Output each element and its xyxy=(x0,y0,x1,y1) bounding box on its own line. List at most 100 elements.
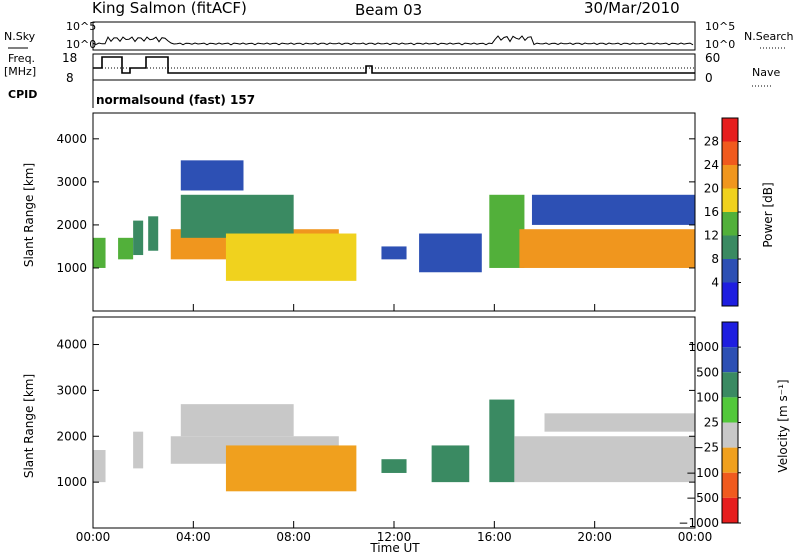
freq-trace xyxy=(93,56,695,74)
power-region-12 xyxy=(531,194,695,225)
nave-label: Nave xyxy=(752,66,780,79)
power-colorbar-label-0: 4 xyxy=(711,276,719,290)
power-colorbar-band-1 xyxy=(722,141,738,165)
velocity-region-0 xyxy=(93,450,106,483)
power-yticks: 1000 2000 3000 4000 xyxy=(56,132,695,275)
nsky-trace-line xyxy=(92,35,694,46)
velocity-colorbar: 1000 500 100 25 −25 −100 −500 −1000 xyxy=(678,321,741,530)
date-title: 30/Mar/2010 xyxy=(584,0,680,17)
power-colorbar: 4 8 12 16 20 24 28 xyxy=(704,117,741,307)
power-ytick-label-0: 1000 xyxy=(56,261,87,275)
velocity-region-5 xyxy=(381,459,407,473)
power-region-2 xyxy=(133,220,144,256)
velocity-yticks: 1000 2000 3000 4000 xyxy=(56,338,695,489)
velocity-region-8 xyxy=(514,436,695,483)
beam-title: Beam 03 xyxy=(355,1,422,19)
power-colorbar-band-2 xyxy=(722,165,738,189)
power-colorbar-label-5: 24 xyxy=(704,158,719,172)
velocity-colorbar-band-4 xyxy=(722,422,738,448)
velocity-colorbar-label-1: 500 xyxy=(696,365,719,379)
power-region-0 xyxy=(93,237,106,268)
velocity-colorbar-band-5 xyxy=(722,447,738,473)
power-colorbar-label-4: 20 xyxy=(704,182,719,196)
velocity-region-4 xyxy=(225,445,357,492)
power-colorbar-band-6 xyxy=(722,259,738,283)
xtick-label-5: 20:00 xyxy=(577,530,612,544)
power-region-9 xyxy=(419,233,482,273)
xtick-label-3: 12:00 xyxy=(377,530,412,544)
nsky-tick-bottom: 10^0 xyxy=(66,38,96,51)
velocity-colorbar-label-0: 1000 xyxy=(688,340,719,354)
freq-label: Freq. xyxy=(8,52,35,65)
power-colorbar-band-3 xyxy=(722,188,738,212)
nave-tick-top: 60 xyxy=(705,51,720,65)
velocity-region-9 xyxy=(544,413,695,432)
freq-unit-label: [MHz] xyxy=(4,65,36,78)
xtick-label-6: 00:00 xyxy=(678,530,713,544)
power-region-6 xyxy=(180,160,244,191)
time-axis-label: Time UT xyxy=(369,541,420,554)
velocity-ytick-label-2: 3000 xyxy=(56,383,87,397)
velocity-ytick-label-3: 4000 xyxy=(56,338,87,352)
velocity-colorbar-band-1 xyxy=(722,347,738,373)
velocity-region-6 xyxy=(431,445,470,483)
power-ytick-label-1: 2000 xyxy=(56,218,87,232)
power-colorbar-label-6: 28 xyxy=(704,135,719,149)
power-colorbar-band-7 xyxy=(722,282,738,306)
velocity-colorbar-label: Velocity [m s⁻¹] xyxy=(776,379,790,472)
freq-panel xyxy=(92,53,696,81)
velocity-colorbar-band-3 xyxy=(722,397,738,423)
nave-tick-bottom: 0 xyxy=(705,71,713,85)
time-axis: 00:00 04:00 08:00 12:00 16:00 20:00 00:00 xyxy=(76,304,713,544)
power-colorbar-label-1: 8 xyxy=(711,252,719,266)
velocity-colorbar-band-6 xyxy=(722,472,738,498)
velocity-region-3 xyxy=(180,404,294,437)
velocity-colorbar-band-2 xyxy=(722,372,738,398)
power-colorbar-label: Power [dB] xyxy=(761,182,775,247)
power-colorbar-label-3: 16 xyxy=(704,205,719,219)
xtick-label-0: 00:00 xyxy=(76,530,111,544)
power-region-10 xyxy=(489,194,525,268)
nsky-tick-top: 10^5 xyxy=(66,20,96,33)
freq-tick-bottom: 8 xyxy=(66,71,74,85)
power-region-11 xyxy=(519,229,695,268)
nsearch-tick-bottom: 10^0 xyxy=(705,38,735,51)
xtick-label-1: 04:00 xyxy=(176,530,211,544)
cpid-text: normalsound (fast) 157 xyxy=(96,93,255,107)
velocity-colorbar-label-6: −500 xyxy=(686,491,719,505)
velocity-ytick-label-0: 1000 xyxy=(56,475,87,489)
noise-trace xyxy=(92,35,694,46)
velocity-heatmap xyxy=(93,399,695,492)
velocity-colorbar-label-7: −1000 xyxy=(678,516,719,530)
station-title: King Salmon (fitACF) xyxy=(92,0,247,17)
velocity-region-7 xyxy=(489,399,515,483)
xtick-label-4: 16:00 xyxy=(477,530,512,544)
power-region-1 xyxy=(118,237,134,260)
velocity-colorbar-label-4: −25 xyxy=(694,441,719,455)
velocity-ytick-label-1: 2000 xyxy=(56,429,87,443)
power-colorbar-band-4 xyxy=(722,212,738,236)
xtick-label-2: 08:00 xyxy=(276,530,311,544)
noise-panel xyxy=(92,21,696,51)
velocity-ylabel: Slant Range [km] xyxy=(22,374,36,478)
nsky-label: N.Sky xyxy=(4,30,36,43)
velocity-colorbar-band-7 xyxy=(722,497,738,523)
power-ytick-label-3: 4000 xyxy=(56,132,87,146)
power-region-3 xyxy=(148,216,159,251)
power-region-8 xyxy=(381,246,407,260)
power-colorbar-band-0 xyxy=(722,118,738,142)
freq-tick-top: 18 xyxy=(62,51,77,65)
velocity-colorbar-label-2: 100 xyxy=(696,390,719,404)
power-ytick-label-2: 3000 xyxy=(56,175,87,189)
power-region-5 xyxy=(180,194,294,238)
power-region-7 xyxy=(225,233,357,281)
cpid-label: CPID xyxy=(8,88,37,101)
velocity-colorbar-label-3: 25 xyxy=(704,416,719,430)
velocity-colorbar-band-0 xyxy=(722,322,738,348)
power-ylabel: Slant Range [km] xyxy=(22,163,36,267)
nsearch-tick-top: 10^5 xyxy=(705,20,735,33)
velocity-region-1 xyxy=(133,431,144,469)
power-colorbar-label-2: 12 xyxy=(704,229,719,243)
nsearch-label: N.Search xyxy=(744,30,794,43)
